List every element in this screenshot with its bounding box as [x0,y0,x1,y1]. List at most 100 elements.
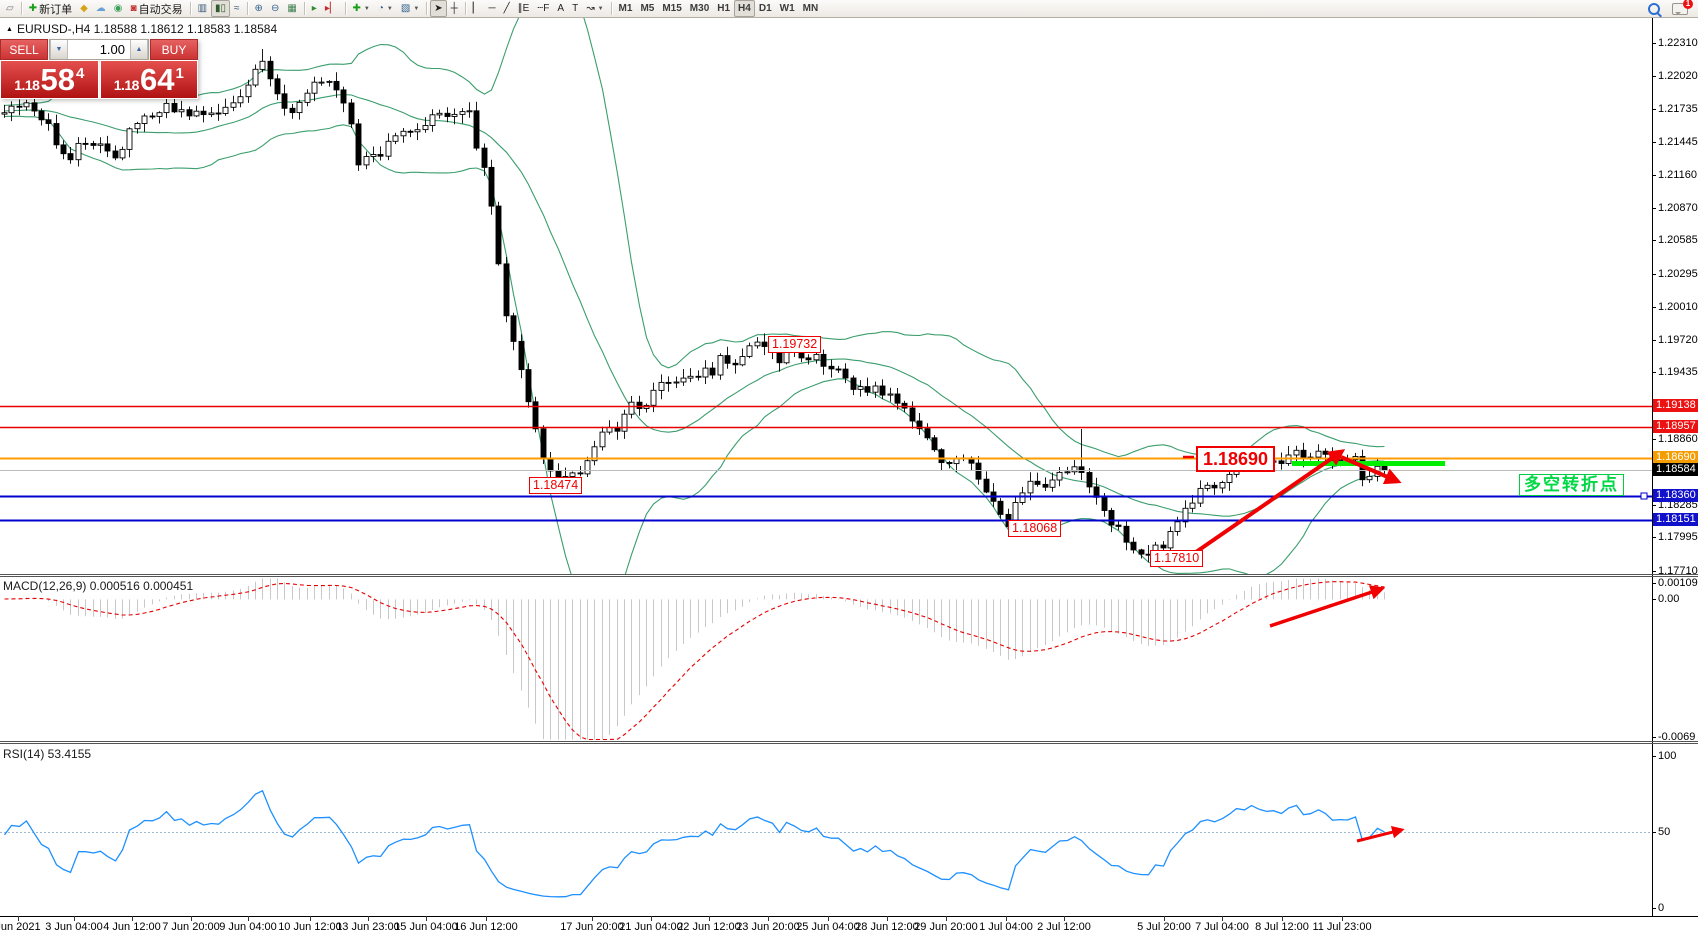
indicators-button[interactable]: ✚ ▼ [349,0,374,17]
toolbar-separator [610,2,612,15]
support-zone-bar[interactable] [1292,461,1445,466]
price-axis-label: 1.17995 [1658,531,1698,543]
window-icon[interactable]: ▱ [2,0,18,17]
trend-arrow[interactable] [1356,826,1405,843]
macd-signal-line [4,581,1385,740]
rsi-line [3,789,1385,898]
toolbar-separator [246,2,248,15]
buy-price-prefix: 1.18 [113,77,140,93]
search-icon[interactable] [1648,2,1660,15]
horizontal-line-button[interactable]: ─ [484,0,499,17]
indicators-button-dropdown-icon[interactable]: ▼ [363,5,370,12]
chart-shift-button[interactable]: ▸▏ [321,0,342,17]
price-badge: 1.18360 [1653,489,1698,502]
timeframe-mn-label: MN [802,3,819,14]
templates-button[interactable]: ▧ ▼ [397,0,423,17]
buy-price-main: 64 [139,62,175,97]
new-order-button-icon: ✚ [28,2,38,14]
timeframe-h1[interactable]: H1 [713,0,734,17]
sell-price-pip: 4 [75,64,85,82]
macd-indicator-label: MACD(12,26,9) 0.000516 0.000451 [3,579,194,593]
templates-button-dropdown-icon[interactable]: ▼ [413,5,420,12]
price-annotation-box[interactable]: 1.18068 [1008,520,1062,537]
crosshair-button-icon: ┼ [450,2,458,14]
cloud-icon[interactable]: ☁ [92,0,110,17]
price-badge: 1.18957 [1653,420,1698,433]
price-badge: 1.18151 [1653,513,1698,526]
sell-button[interactable]: SELL [0,39,48,60]
tile-windows-button[interactable]: ▦ [283,0,300,17]
chat-icon[interactable]: 1 [1672,0,1693,15]
timeframe-m5[interactable]: M5 [636,0,658,17]
line-chart-button[interactable]: ≈ [230,0,244,17]
buy-price-display[interactable]: 1.18 64 1 [99,60,198,99]
buy-button[interactable]: BUY [150,39,198,60]
fibonacci-button[interactable]: ┄F [533,0,553,17]
timeframe-m1[interactable]: M1 [615,0,637,17]
timeframe-w1[interactable]: W1 [776,0,799,17]
timeframe-d1[interactable]: D1 [755,0,776,17]
notification-badge: 1 [1683,0,1693,9]
date-axis-label: 8 Jul 12:00 [1255,921,1309,933]
trend-arrow[interactable] [1269,585,1386,628]
periods-button[interactable]: ◔ ▼ [374,0,397,17]
horizontal-line-button-icon: ─ [488,2,496,14]
price-axis-label: 1.18285 [1658,499,1698,511]
periods-button-dropdown-icon[interactable]: ▼ [386,5,393,12]
bar-chart-button[interactable]: ▥ [194,0,211,17]
date-axis-label: Jun 2021 [0,921,41,933]
auto-trading-button[interactable]: ◙ 自动交易 [127,0,187,17]
arrows-button[interactable]: ↝ ▼ [582,0,607,17]
candlestick-chart-button-icon: ▮▯ [215,2,227,14]
price-axis-label: 1.19720 [1658,334,1698,346]
text-button[interactable]: A [553,0,568,17]
auto-scroll-button-icon: ▸ [311,2,317,14]
arrows-button-dropdown-icon[interactable]: ▼ [597,5,604,12]
date-axis-label: 2 Jul 12:00 [1037,921,1091,933]
trend-arrow[interactable] [1181,449,1346,563]
price-annotation-box[interactable]: 1.18690 [1196,446,1276,472]
text-label-button[interactable]: T [568,0,582,17]
indicators-button-icon: ✚ [352,2,361,14]
volume-field[interactable]: 1.00 [99,42,125,57]
signal-icon-icon: ◉ [113,2,123,14]
indicator-axis-label: 0 [1658,902,1665,914]
volume-up-button[interactable]: ▲ [130,40,148,59]
crosshair-button[interactable]: ┼ [447,0,462,17]
toolbar-separator [344,2,346,15]
timeframe-m15[interactable]: M15 [658,0,685,17]
date-axis-label: 25 Jun 04:00 [796,921,860,933]
vertical-line-button[interactable]: ▏ [469,0,485,17]
timeframe-h4[interactable]: H4 [734,0,755,17]
rsi-indicator-label: RSI(14) 53.4155 [3,747,92,761]
cursor-button[interactable]: ➤ [430,0,447,17]
trend-arrow[interactable] [1340,455,1402,485]
price-axis-label: 1.17710 [1658,565,1698,577]
price-annotation-box[interactable]: 1.18474 [529,477,583,494]
gold-icon[interactable]: ◆ [76,0,92,17]
price-annotation-box[interactable]: 1.19732 [768,336,822,353]
auto-scroll-button[interactable]: ▸ [308,0,321,17]
cursor-button-icon: ➤ [434,2,443,14]
candlestick-chart-button[interactable]: ▮▯ [211,0,231,17]
turning-point-label[interactable]: 多空转折点 [1519,474,1624,496]
toolbar-separator [426,2,428,15]
timeframe-w1-label: W1 [779,3,795,14]
sell-price-display[interactable]: 1.18 58 4 [0,60,99,99]
zoom-out-button[interactable]: ⊖ [267,0,283,17]
timeframe-mn[interactable]: MN [799,0,823,17]
window-icon-icon: ▱ [6,2,14,14]
channel-button[interactable]: ∥E [514,0,534,17]
zoom-in-button[interactable]: ⊕ [251,0,267,17]
signal-icon[interactable]: ◉ [110,0,127,17]
price-annotation-box[interactable]: 1.17810 [1150,550,1204,567]
line-handle[interactable] [1640,492,1648,500]
timeframe-m15-label: M15 [662,3,682,14]
price-axis-label: 1.22310 [1658,37,1698,49]
timeframe-h4-label: H4 [738,3,751,14]
new-order-button[interactable]: ✚ 新订单 [25,0,76,17]
trendline-button[interactable]: ╱ [500,0,514,17]
timeframe-m30[interactable]: M30 [686,0,713,17]
volume-down-button[interactable]: ▼ [50,40,68,59]
